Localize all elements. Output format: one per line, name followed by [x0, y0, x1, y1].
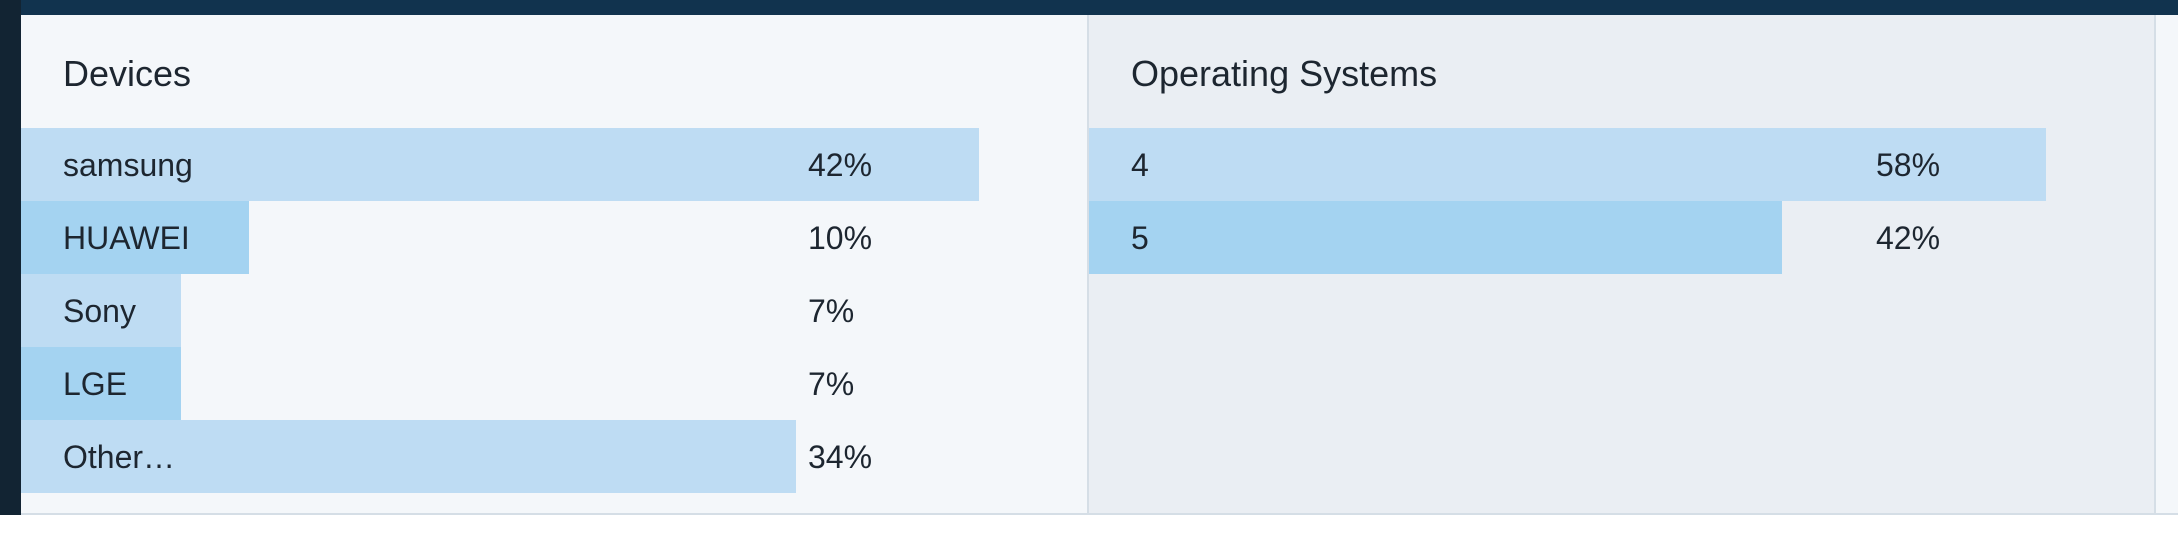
bar-category-label: Sony	[63, 292, 136, 329]
bar-row: Other… 34%	[21, 420, 1085, 493]
bar-row: HUAWEI 10%	[21, 201, 1085, 274]
bar-category-label: HUAWEI	[63, 219, 190, 256]
panel-bottom-divider	[21, 513, 2178, 515]
bar-value-label: 7%	[808, 365, 855, 402]
bar-segment[interactable]	[1089, 201, 1782, 274]
bar-value-label: 10%	[808, 219, 873, 256]
panel-devices: Devices samsung 42% HUAWEI 10% Sony 7% LGE 7% Ot…	[21, 15, 1089, 513]
panel-title-devices: Devices	[63, 53, 192, 94]
panel-operating-systems: Operating Systems 4 58% 5 42%	[1089, 15, 2156, 513]
bar-value-label: 42%	[1876, 219, 1941, 256]
bar-chart-devices: samsung 42% HUAWEI 10% Sony 7% LGE 7% Other… 34%	[21, 128, 1085, 493]
bar-segment[interactable]	[21, 128, 979, 201]
bar-row: samsung 42%	[21, 128, 1085, 201]
bar-chart-operating-systems: 4 58% 5 42%	[1089, 128, 2152, 274]
panel-title-operating-systems: Operating Systems	[1131, 53, 1438, 94]
bar-row: Sony 7%	[21, 274, 1085, 347]
bar-segment[interactable]	[21, 274, 181, 347]
bar-segment[interactable]	[21, 420, 797, 493]
bar-segment[interactable]	[21, 201, 249, 274]
left-sidebar-rail	[0, 0, 21, 515]
bar-row: LGE 7%	[21, 347, 1085, 420]
bar-row: 5 42%	[1089, 201, 2152, 274]
bar-value-label: 7%	[808, 292, 855, 329]
bar-segment[interactable]	[1089, 128, 2046, 201]
bar-category-label: 5	[1131, 219, 1149, 256]
bar-row: 4 58%	[1089, 128, 2152, 201]
bar-category-label: samsung	[63, 146, 193, 183]
bar-segment[interactable]	[21, 347, 181, 420]
bar-value-label: 42%	[808, 146, 873, 183]
bar-value-label: 58%	[1876, 146, 1941, 183]
bar-category-label: LGE	[63, 365, 128, 402]
bar-category-label: Other…	[63, 438, 176, 475]
bar-category-label: 4	[1131, 146, 1149, 183]
bar-value-label: 34%	[808, 438, 873, 475]
top-navbar	[0, 0, 2178, 15]
adjacent-panel-edge	[2156, 15, 2178, 513]
